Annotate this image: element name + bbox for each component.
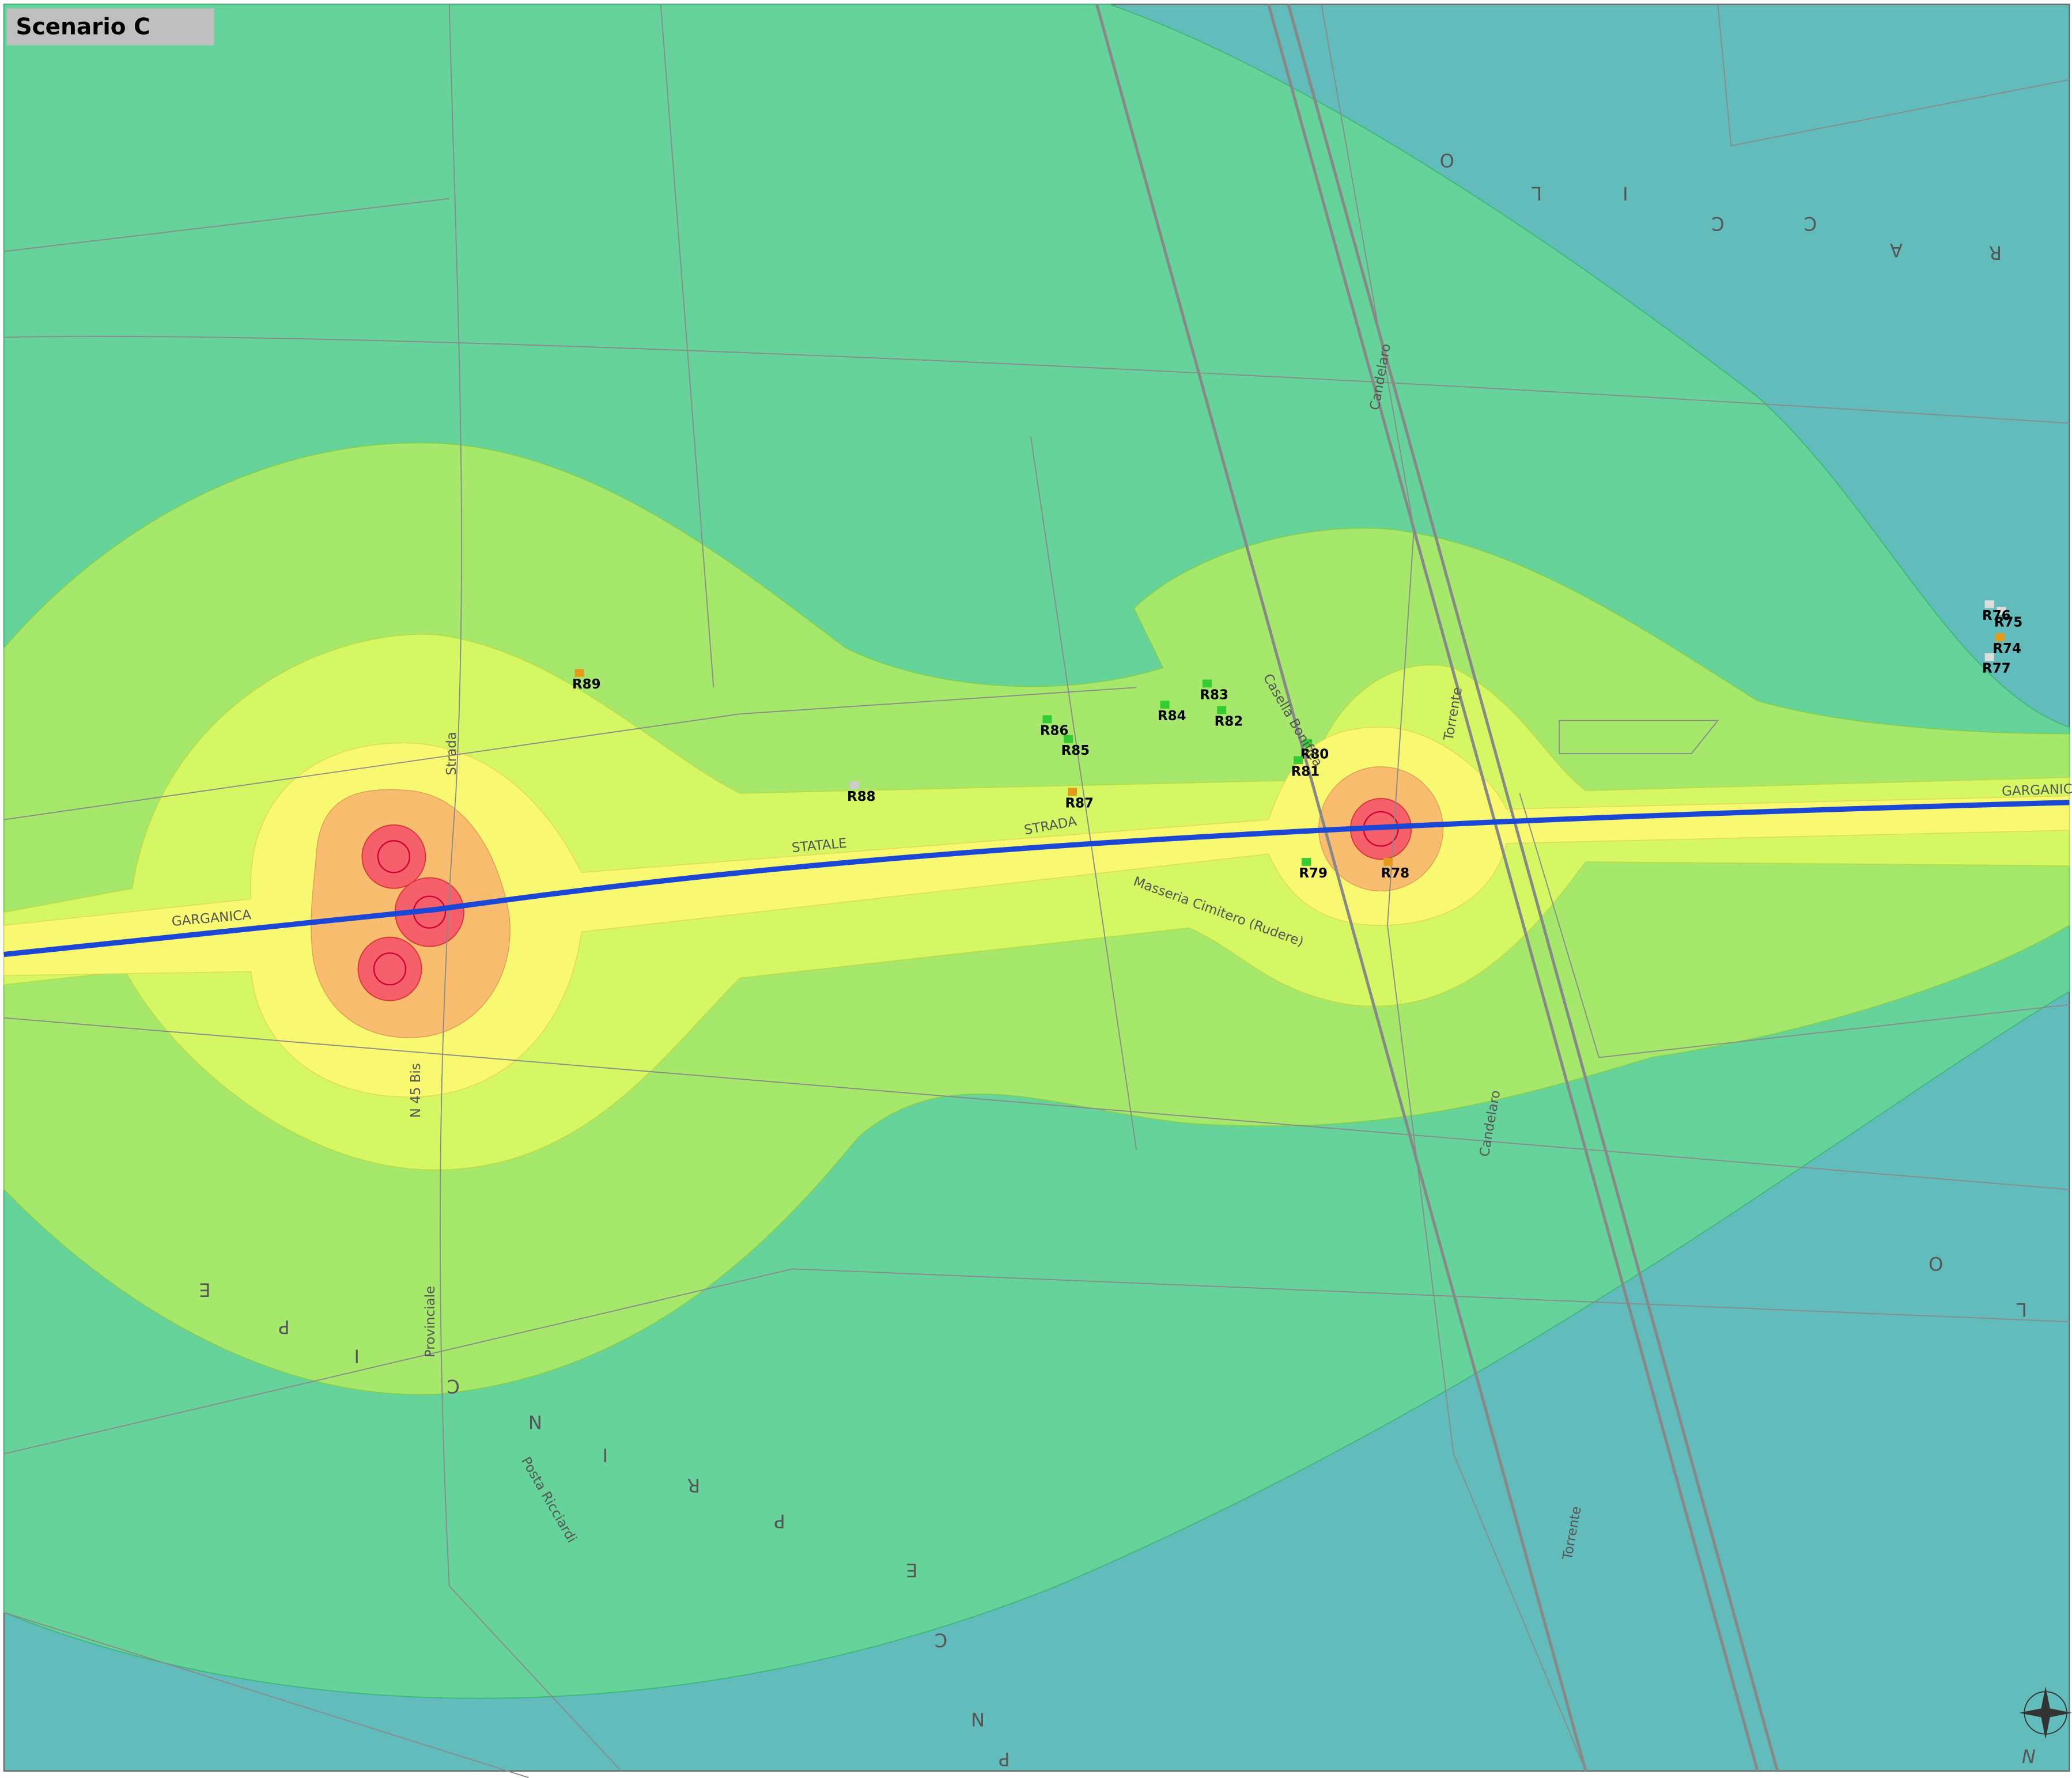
compass-label: N (2022, 1746, 2036, 1768)
receptor-marker (1984, 653, 1994, 661)
region-letter: L (1532, 182, 1542, 204)
map-lines (3, 3, 2070, 1778)
region-letter: O (1929, 1253, 1943, 1274)
region-letter: E (199, 1279, 210, 1301)
receptor-label: R81 (1291, 765, 1320, 780)
receptor-label: R89 (572, 677, 601, 692)
receptor-marker (1997, 607, 2006, 615)
region-letter: O (1440, 149, 1454, 171)
region-letter: E (906, 1559, 917, 1581)
title-box (6, 8, 214, 46)
receptor-label: R74 (1992, 641, 2021, 656)
road-axis (3, 800, 2070, 958)
place-label: Strada (444, 732, 459, 775)
receptor-marker (1995, 633, 2005, 641)
receptor-marker (1294, 756, 1303, 765)
receptor-marker (1984, 600, 1994, 608)
hotspot (357, 936, 422, 1001)
region-letter: N (528, 1411, 542, 1433)
receptor-label: R82 (1215, 714, 1243, 729)
receptor-label: R87 (1065, 796, 1094, 811)
region-letter: I (1623, 182, 1628, 204)
receptor-marker (1383, 858, 1393, 866)
contour-red (357, 797, 1412, 1001)
region-letter: C (1711, 213, 1724, 234)
map-title: Scenario C (16, 14, 150, 40)
region-letter: C (447, 1375, 459, 1397)
receptor-label: R85 (1061, 743, 1090, 758)
receptor-label: R79 (1299, 866, 1328, 881)
region-letter: L (2017, 1299, 2027, 1321)
region-letter: P (999, 1748, 1009, 1770)
receptor-label: R88 (847, 789, 876, 804)
place-label: GARGANICA (2002, 781, 2072, 799)
receptor-marker (1042, 715, 1052, 724)
hotspot (361, 824, 426, 889)
receptor-label: R76 (1982, 608, 2011, 623)
receptor-marker (1068, 788, 1077, 796)
receptor-marker (1202, 679, 1212, 688)
receptor-marker (1303, 739, 1313, 747)
region-letter: R (1989, 241, 2002, 263)
receptor-label: R83 (1200, 688, 1228, 703)
receptor-label: R80 (1300, 747, 1329, 762)
region-letter: C (1804, 213, 1817, 234)
receptor-label: R84 (1158, 709, 1186, 724)
receptor-marker (1064, 735, 1073, 743)
region-letter: A (1890, 239, 1903, 261)
region-letter: I (603, 1444, 608, 1466)
receptor-marker (574, 669, 584, 677)
place-label: N 45 Bis (409, 1063, 424, 1118)
region-letter: I (354, 1345, 359, 1367)
receptor-label: R86 (1040, 723, 1069, 738)
receptor-label: R78 (1381, 866, 1410, 881)
receptor-marker (1301, 858, 1311, 866)
receptor-marker (1217, 706, 1227, 714)
receptor-marker (849, 781, 859, 789)
region-letter: R (687, 1474, 700, 1496)
region-letter: C (935, 1629, 947, 1651)
receptor-label: R77 (1982, 661, 2011, 676)
receptor-label: R75 (1994, 615, 2023, 630)
region-letter: P (278, 1316, 289, 1338)
region-letter: P (774, 1510, 785, 1532)
place-label: Provinciale (423, 1286, 438, 1357)
receptor-marker (1160, 701, 1170, 709)
region-letter: N (971, 1708, 985, 1730)
